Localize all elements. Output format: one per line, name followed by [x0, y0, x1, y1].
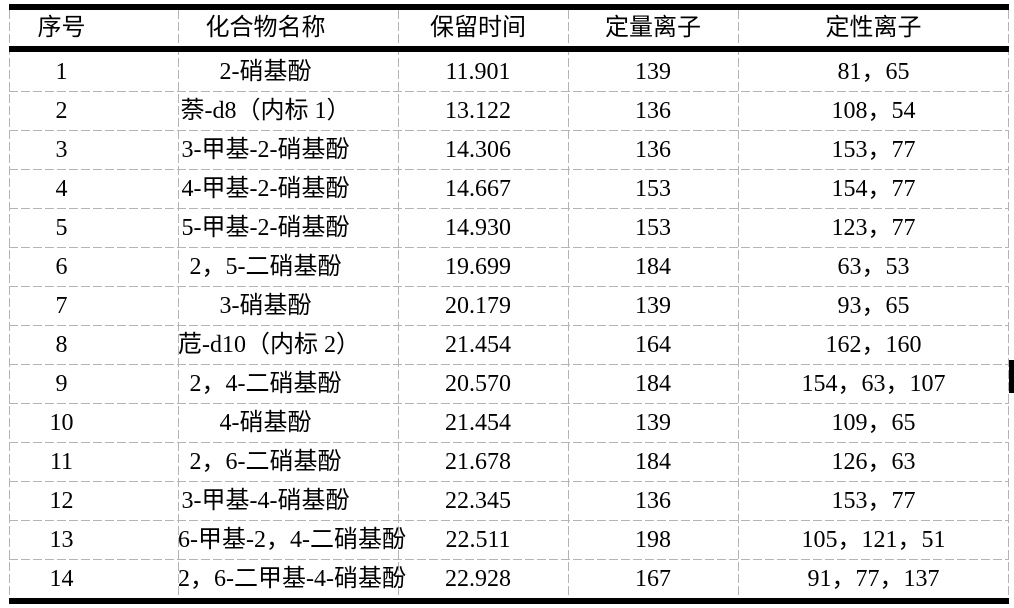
cell-no: 8: [55, 331, 68, 358]
cell-name: 4-硝基酚: [219, 409, 312, 436]
cell-quant: 184: [635, 253, 671, 280]
cell-name: 2-硝基酚: [219, 58, 312, 85]
cell-quant: 139: [635, 409, 671, 436]
table-row: 8 苊-d10（内标 2） 21.454 164 162，160: [9, 325, 1009, 364]
cell-qual: 153，77: [831, 487, 916, 514]
compound-table-container: 序号 化合物名称 保留时间 定量离子 定性离子 1 2-硝基酚 11.901 1…: [9, 4, 1009, 604]
cell-qual: 153，77: [831, 136, 916, 163]
cell-quant: 198: [635, 526, 671, 553]
cell-rt: 22.511: [445, 526, 511, 553]
screenshot-artifact-mark: [1009, 360, 1014, 393]
cell-rt: 14.930: [445, 214, 511, 241]
cell-no: 14: [49, 565, 74, 592]
cell-name: 3-甲基-2-硝基酚: [181, 136, 350, 163]
cell-no: 2: [55, 97, 68, 124]
table-row: 9 2，4-二硝基酚 20.570 184 154，63，107: [9, 364, 1009, 403]
table-row: 7 3-硝基酚 20.179 139 93，65: [9, 286, 1009, 325]
cell-qual: 154，63，107: [801, 370, 946, 397]
table-row: 14 2，6-二甲基-4-硝基酚 22.928 167 91，77，137: [9, 559, 1009, 598]
cell-no: 10: [49, 409, 74, 436]
cell-quant: 136: [635, 487, 671, 514]
cell-no: 4: [55, 175, 68, 202]
cell-rt: 14.667: [445, 175, 511, 202]
cell-no: 3: [55, 136, 68, 163]
cell-name: 2，4-二硝基酚: [189, 370, 342, 397]
cell-quant: 184: [635, 370, 671, 397]
cell-quant: 139: [635, 58, 671, 85]
cell-qual: 109，65: [831, 409, 916, 436]
table-row: 2 萘-d8（内标 1） 13.122 136 108，54: [9, 91, 1009, 130]
cell-name: 2，6-二硝基酚: [189, 448, 342, 475]
column-header-quant: 定量离子: [568, 10, 738, 52]
column-header-rt: 保留时间: [398, 10, 568, 52]
cell-rt: 19.699: [445, 253, 511, 280]
cell-rt: 21.678: [445, 448, 511, 475]
cell-no: 7: [55, 292, 68, 319]
cell-name: 苊-d10（内标 2）: [178, 331, 360, 358]
table-row: 3 3-甲基-2-硝基酚 14.306 136 153，77: [9, 130, 1009, 169]
cell-no: 1: [55, 58, 68, 85]
cell-quant: 153: [635, 214, 671, 241]
table-row: 4 4-甲基-2-硝基酚 14.667 153 154，77: [9, 169, 1009, 208]
cell-quant: 167: [635, 565, 671, 592]
cell-name: 2，5-二硝基酚: [189, 253, 342, 280]
cell-quant: 136: [635, 136, 671, 163]
cell-no: 5: [55, 214, 68, 241]
cell-name: 萘-d8（内标 1）: [180, 97, 351, 124]
cell-rt: 22.928: [445, 565, 511, 592]
cell-qual: 105，121，51: [801, 526, 946, 553]
table-row: 5 5-甲基-2-硝基酚 14.930 153 123，77: [9, 208, 1009, 247]
cell-name: 4-甲基-2-硝基酚: [181, 175, 350, 202]
cell-name: 3-硝基酚: [219, 292, 312, 319]
cell-qual: 108，54: [831, 97, 916, 124]
cell-no: 12: [49, 487, 74, 514]
cell-no: 13: [49, 526, 74, 553]
cell-quant: 139: [635, 292, 671, 319]
cell-qual: 63，53: [837, 253, 910, 280]
cell-rt: 13.122: [445, 97, 511, 124]
column-header-qual: 定性离子: [738, 10, 1009, 52]
cell-rt: 14.306: [445, 136, 511, 163]
cell-name: 5-甲基-2-硝基酚: [181, 214, 350, 241]
cell-qual: 162，160: [825, 331, 922, 358]
table-row: 10 4-硝基酚 21.454 139 109，65: [9, 403, 1009, 442]
table-row: 6 2，5-二硝基酚 19.699 184 63，53: [9, 247, 1009, 286]
cell-qual: 93，65: [837, 292, 910, 319]
cell-name: 6-甲基-2，4-二硝基酚: [178, 526, 406, 553]
column-header-no: 序号: [9, 10, 178, 52]
table-row: 1 2-硝基酚 11.901 139 81，65: [9, 52, 1009, 91]
cell-quant: 184: [635, 448, 671, 475]
cell-quant: 136: [635, 97, 671, 124]
cell-rt: 21.454: [445, 409, 511, 436]
table-row: 11 2，6-二硝基酚 21.678 184 126，63: [9, 442, 1009, 481]
cell-no: 11: [49, 448, 74, 475]
cell-rt: 20.179: [445, 292, 511, 319]
cell-rt: 21.454: [445, 331, 511, 358]
cell-rt: 11.901: [445, 58, 511, 85]
cell-no: 9: [55, 370, 68, 397]
cell-rt: 20.570: [445, 370, 511, 397]
table-row: 12 3-甲基-4-硝基酚 22.345 136 153，77: [9, 481, 1009, 520]
column-header-name: 化合物名称: [178, 10, 398, 52]
cell-no: 6: [55, 253, 68, 280]
cell-name: 2，6-二甲基-4-硝基酚: [178, 565, 406, 592]
cell-quant: 153: [635, 175, 671, 202]
cell-qual: 91，77，137: [807, 565, 940, 592]
cell-name: 3-甲基-4-硝基酚: [181, 487, 350, 514]
table-row: 13 6-甲基-2，4-二硝基酚 22.511 198 105，121，51: [9, 520, 1009, 559]
cell-qual: 81，65: [837, 58, 910, 85]
cell-qual: 123，77: [831, 214, 916, 241]
compound-table: 序号 化合物名称 保留时间 定量离子 定性离子 1 2-硝基酚 11.901 1…: [9, 10, 1009, 598]
cell-qual: 154，77: [831, 175, 916, 202]
header-row: 序号 化合物名称 保留时间 定量离子 定性离子: [9, 10, 1009, 52]
cell-quant: 164: [635, 331, 671, 358]
cell-rt: 22.345: [445, 487, 511, 514]
cell-qual: 126，63: [831, 448, 916, 475]
